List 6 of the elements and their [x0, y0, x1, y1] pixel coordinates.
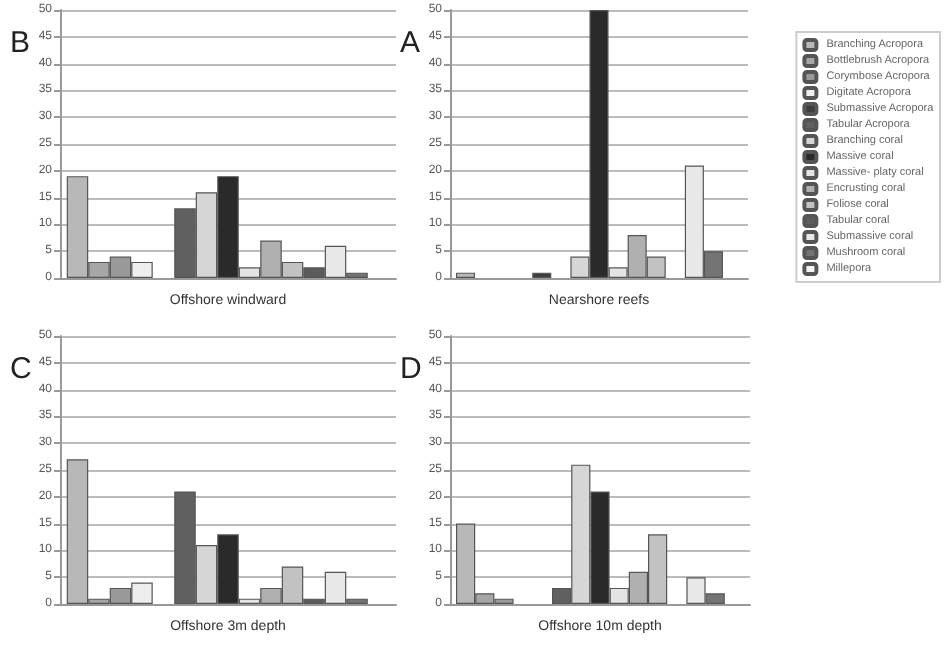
bar — [455, 272, 476, 278]
bar — [532, 272, 552, 278]
text: B — [10, 26, 31, 60]
text: C — [10, 352, 32, 386]
text: D — [400, 352, 422, 386]
text: A — [400, 26, 421, 60]
